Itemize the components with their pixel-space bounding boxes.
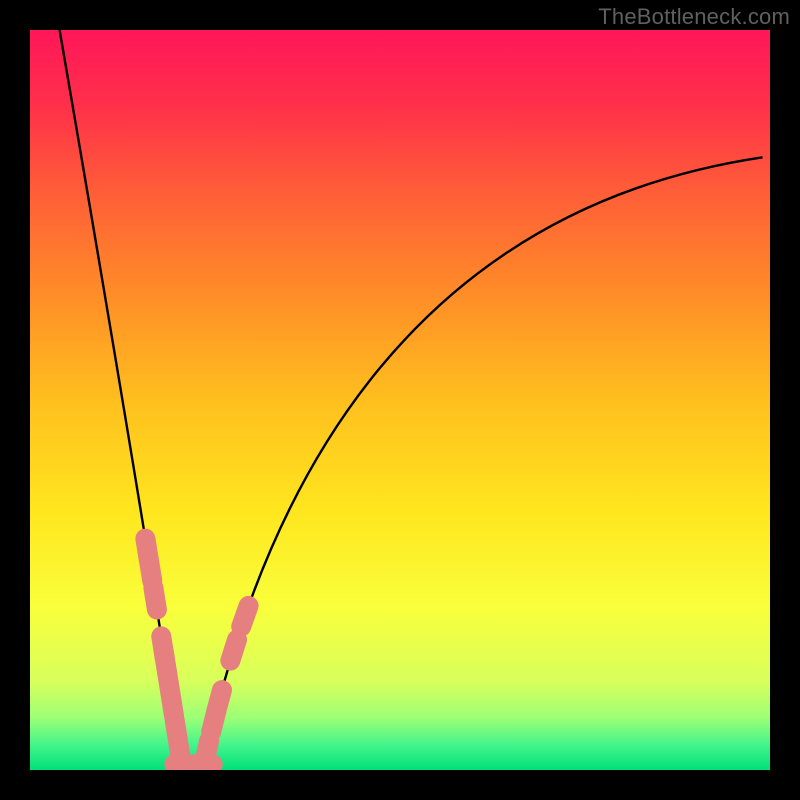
- plot-background: [30, 30, 770, 770]
- marker-right-3: [230, 640, 237, 661]
- marker-right-4: [241, 606, 248, 627]
- marker-left-1: [149, 559, 153, 581]
- watermark-text: TheBottleneck.com: [598, 4, 790, 30]
- chart-frame: TheBottleneck.com: [0, 0, 800, 800]
- marker-right-0: [204, 741, 209, 762]
- bottleneck-chart: [30, 30, 770, 770]
- marker-left-2: [153, 588, 157, 610]
- marker-right-2: [216, 690, 222, 711]
